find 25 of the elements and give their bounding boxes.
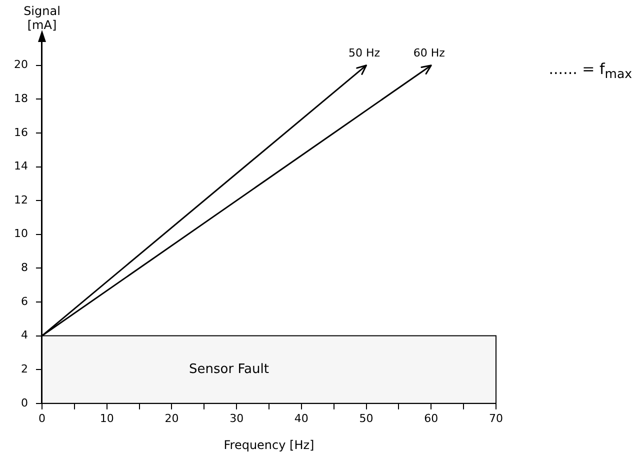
y-tick-label: 0 — [20, 396, 28, 410]
y-axis-title: Signal [mA] — [22, 4, 62, 32]
y-tick-label: 14 — [14, 160, 28, 173]
y-tick-label: 16 — [14, 126, 28, 139]
y-tick-label: 20 — [14, 58, 28, 72]
x-tick-label: 20 — [164, 412, 179, 425]
band-label: Sensor Fault — [189, 362, 269, 377]
x-tick-label: 10 — [100, 412, 114, 425]
y-tick-label: 18 — [14, 92, 28, 106]
y-tick-label: 4 — [20, 328, 28, 342]
x-tick-label: 0 — [38, 412, 46, 425]
y-tick-label: 8 — [20, 261, 28, 274]
x-tick-label: 30 — [230, 412, 244, 425]
series-label: 50 Hz — [348, 46, 380, 60]
series-label: 60 Hz — [413, 46, 446, 60]
x-tick-label: 50 — [359, 412, 374, 425]
y-tick-label: 6 — [20, 294, 28, 308]
y-tick-label: 10 — [14, 227, 28, 240]
x-tick-label: 40 — [294, 412, 308, 425]
x-tick-label: 70 — [489, 412, 503, 425]
y-tick-label: 12 — [14, 193, 28, 206]
x-axis-title: Frequency [Hz] — [224, 438, 314, 452]
text: ...... = f$_{max}$ — [548, 60, 632, 81]
x-tick-label: 60 — [424, 412, 438, 425]
y-tick-label: 2 — [20, 362, 28, 376]
